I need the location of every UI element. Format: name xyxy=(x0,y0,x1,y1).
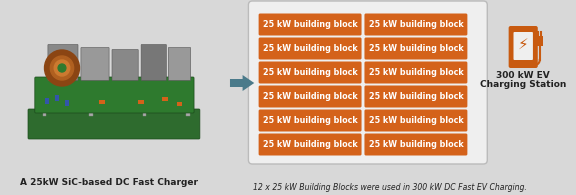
Text: 25 kW building block: 25 kW building block xyxy=(369,92,463,101)
Text: 25 kW building block: 25 kW building block xyxy=(263,140,358,149)
Circle shape xyxy=(50,56,74,80)
Bar xyxy=(177,102,183,106)
Text: 25 kW building block: 25 kW building block xyxy=(263,92,358,101)
FancyBboxPatch shape xyxy=(259,134,362,155)
Bar xyxy=(537,36,543,46)
FancyBboxPatch shape xyxy=(259,37,362,59)
Text: 25 kW building block: 25 kW building block xyxy=(369,20,463,29)
FancyBboxPatch shape xyxy=(35,77,194,113)
Polygon shape xyxy=(230,75,254,91)
FancyBboxPatch shape xyxy=(365,85,467,107)
FancyBboxPatch shape xyxy=(259,61,362,83)
FancyBboxPatch shape xyxy=(81,48,109,81)
FancyBboxPatch shape xyxy=(365,110,467,131)
FancyBboxPatch shape xyxy=(365,134,467,155)
Text: 300 kW EV: 300 kW EV xyxy=(497,71,550,80)
Bar xyxy=(186,108,190,116)
FancyBboxPatch shape xyxy=(141,44,166,81)
FancyBboxPatch shape xyxy=(365,37,467,59)
Bar xyxy=(99,100,105,104)
Text: ⚡: ⚡ xyxy=(518,36,529,51)
Text: A 25kW SiC-based DC Fast Charger: A 25kW SiC-based DC Fast Charger xyxy=(20,178,198,187)
Text: 25 kW building block: 25 kW building block xyxy=(263,68,358,77)
Circle shape xyxy=(44,50,79,86)
Bar xyxy=(43,108,47,116)
FancyBboxPatch shape xyxy=(259,110,362,131)
Bar xyxy=(162,97,168,101)
Text: 25 kW building block: 25 kW building block xyxy=(263,20,358,29)
FancyBboxPatch shape xyxy=(365,13,467,35)
FancyBboxPatch shape xyxy=(509,26,538,68)
Bar xyxy=(65,100,69,106)
Bar xyxy=(89,108,93,116)
Bar xyxy=(143,108,146,116)
Text: 12 x 25 kW Building Blocks were used in 300 kW DC Fast EV Charging.: 12 x 25 kW Building Blocks were used in … xyxy=(253,183,527,192)
Text: 25 kW building block: 25 kW building block xyxy=(369,44,463,53)
Text: 25 kW building block: 25 kW building block xyxy=(369,68,463,77)
FancyBboxPatch shape xyxy=(365,61,467,83)
FancyBboxPatch shape xyxy=(112,50,138,81)
Bar xyxy=(46,98,50,104)
Text: 25 kW building block: 25 kW building block xyxy=(263,116,358,125)
FancyBboxPatch shape xyxy=(259,85,362,107)
FancyBboxPatch shape xyxy=(28,109,200,139)
Circle shape xyxy=(54,60,70,76)
FancyBboxPatch shape xyxy=(513,32,533,60)
FancyBboxPatch shape xyxy=(248,1,487,164)
Text: 25 kW building block: 25 kW building block xyxy=(369,116,463,125)
Text: 25 kW building block: 25 kW building block xyxy=(369,140,463,149)
FancyBboxPatch shape xyxy=(168,48,191,81)
Bar xyxy=(138,100,143,104)
Bar xyxy=(55,95,59,101)
Text: 25 kW building block: 25 kW building block xyxy=(263,44,358,53)
Text: Charging Station: Charging Station xyxy=(480,80,566,89)
FancyBboxPatch shape xyxy=(48,44,78,81)
FancyBboxPatch shape xyxy=(259,13,362,35)
Circle shape xyxy=(58,64,66,72)
